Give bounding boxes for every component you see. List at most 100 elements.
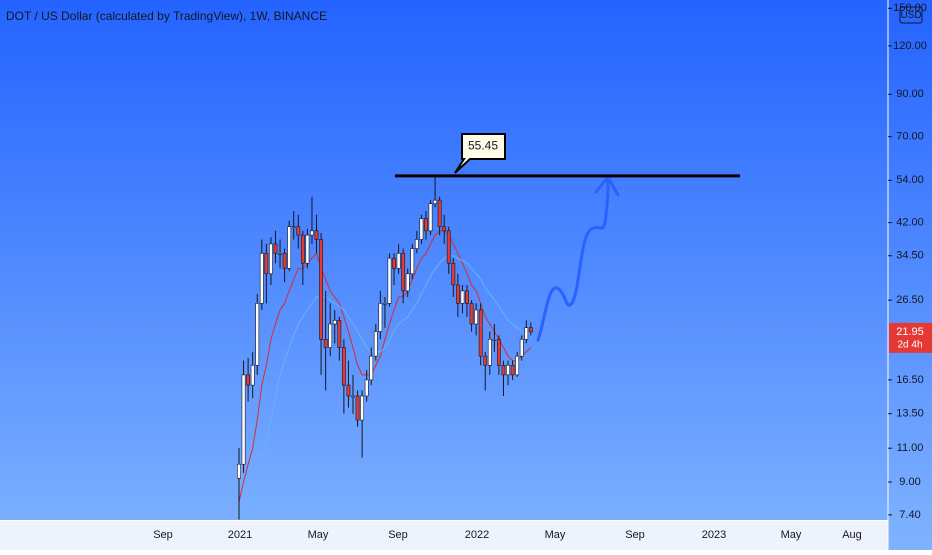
candle-body bbox=[332, 320, 337, 325]
x-tick-label: Sep bbox=[153, 529, 173, 541]
candle-body bbox=[519, 339, 524, 357]
candle-body bbox=[487, 339, 492, 366]
candle-body bbox=[355, 395, 360, 421]
candle-body bbox=[273, 243, 278, 254]
price-badge bbox=[889, 322, 932, 353]
y-tick-label: 11.00 bbox=[897, 442, 924, 454]
x-tick-label: 2023 bbox=[702, 529, 726, 541]
candle-body bbox=[396, 253, 401, 269]
candle-body bbox=[497, 339, 501, 366]
y-tick-label: 120.00 bbox=[893, 40, 927, 52]
candle-body bbox=[351, 395, 355, 398]
moving-average bbox=[238, 230, 532, 502]
candle-body bbox=[278, 253, 282, 255]
candle-body bbox=[328, 323, 333, 348]
candle-body bbox=[264, 253, 269, 275]
currency-box[interactable] bbox=[899, 6, 923, 24]
candle-body bbox=[346, 384, 351, 397]
x-tick-label: May bbox=[781, 529, 802, 541]
candle-body bbox=[392, 257, 396, 269]
candle-body bbox=[259, 253, 264, 304]
y-tick-label: 16.50 bbox=[896, 374, 924, 386]
candle-body bbox=[469, 303, 474, 325]
time-axis bbox=[0, 521, 888, 550]
candle-body bbox=[378, 303, 383, 332]
candle-body bbox=[460, 290, 465, 304]
candle-body bbox=[310, 230, 314, 236]
x-tick-label: May bbox=[308, 529, 329, 541]
x-tick-label: Sep bbox=[388, 529, 408, 541]
x-tick-label: Aug bbox=[842, 529, 862, 541]
candle-body bbox=[492, 339, 497, 341]
candle-body bbox=[442, 226, 447, 232]
candle-body bbox=[383, 303, 387, 305]
candle-body bbox=[287, 226, 292, 269]
candle-body bbox=[300, 234, 305, 264]
x-tick-label: Sep bbox=[625, 529, 645, 541]
price-label: 21.95 bbox=[896, 326, 924, 338]
y-tick-label: 26.50 bbox=[896, 294, 924, 306]
candle-body bbox=[501, 364, 506, 376]
candle-body bbox=[250, 364, 255, 386]
chart-title: DOT / US Dollar (calculated by TradingVi… bbox=[6, 9, 327, 23]
candle-body bbox=[428, 203, 433, 232]
callout bbox=[454, 133, 506, 174]
candle-body bbox=[446, 230, 451, 264]
candle-body bbox=[246, 374, 251, 386]
x-tick-label: May bbox=[545, 529, 566, 541]
candle-body bbox=[305, 234, 310, 264]
candle-body bbox=[369, 355, 374, 381]
candle-body bbox=[410, 248, 415, 275]
candle-body bbox=[515, 355, 520, 376]
y-tick-label: 9.00 bbox=[899, 476, 920, 488]
candle-body bbox=[437, 199, 442, 227]
candle-body bbox=[524, 327, 529, 340]
candle-body bbox=[483, 355, 488, 366]
moving-average bbox=[248, 255, 531, 520]
candle-body bbox=[323, 339, 328, 348]
candle-body bbox=[314, 230, 319, 240]
candle-body bbox=[451, 262, 456, 286]
currency[interactable]: USD bbox=[900, 10, 921, 21]
candle-body bbox=[341, 347, 346, 386]
countdown: 2d 4h bbox=[897, 340, 922, 351]
candle-body bbox=[373, 331, 378, 357]
candle-body bbox=[282, 253, 287, 269]
candle-body bbox=[414, 239, 419, 249]
candle-body bbox=[528, 327, 533, 333]
candle-body bbox=[360, 395, 365, 421]
candle-body bbox=[387, 257, 392, 304]
candle-body bbox=[510, 364, 515, 376]
candle-body bbox=[465, 290, 469, 304]
candle-body bbox=[337, 320, 342, 348]
projection-arrow bbox=[536, 176, 610, 342]
candle-body bbox=[296, 226, 301, 236]
y-tick-label: 7.40 bbox=[899, 509, 920, 521]
candle-body bbox=[364, 379, 369, 397]
candle-body bbox=[506, 364, 510, 376]
candle-body bbox=[255, 303, 260, 366]
candle-body bbox=[291, 226, 296, 228]
y-tick-label: 34.50 bbox=[896, 250, 924, 262]
x-tick-label: 2022 bbox=[465, 529, 489, 541]
plot-area bbox=[0, 175, 888, 520]
candle-body bbox=[474, 309, 479, 325]
candle-body bbox=[455, 284, 460, 304]
candle-body bbox=[269, 243, 273, 275]
candle-body bbox=[319, 239, 323, 340]
y-tick-label: 150.00 bbox=[893, 2, 927, 14]
y-tick-label: 90.00 bbox=[896, 88, 924, 100]
y-tick-label: 42.00 bbox=[896, 217, 924, 229]
y-tick-label: 54.00 bbox=[896, 174, 924, 186]
y-tick-label: 13.50 bbox=[896, 408, 924, 420]
candle-body bbox=[237, 463, 241, 479]
candle-body bbox=[433, 199, 437, 204]
candle-body bbox=[401, 253, 406, 292]
candle-body bbox=[241, 374, 246, 465]
candle-body bbox=[405, 273, 410, 292]
callout-label: 55.45 bbox=[468, 139, 498, 153]
y-tick-label: 70.00 bbox=[896, 131, 924, 143]
candle-body bbox=[478, 309, 483, 357]
